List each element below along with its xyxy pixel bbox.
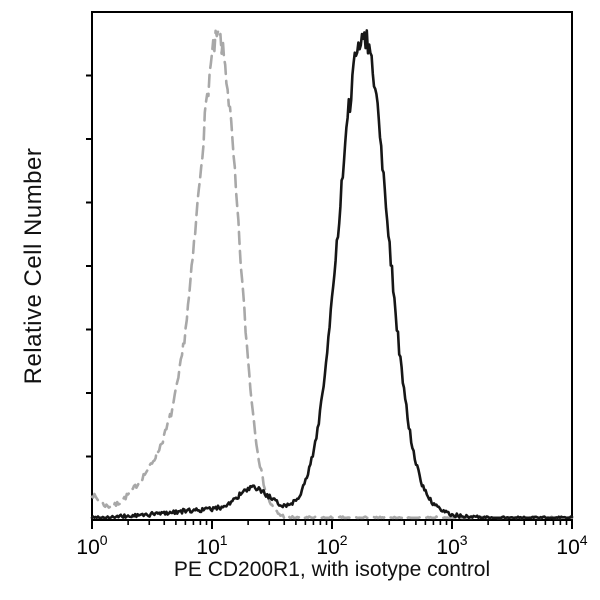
x-tick-label: 101 — [196, 532, 227, 559]
x-tick-label: 103 — [436, 532, 467, 559]
histogram-curve-solid — [90, 29, 574, 520]
x-tick-label: 102 — [316, 532, 347, 559]
x-axis-label: PE CD200R1, with isotype control — [173, 558, 491, 581]
x-tick-label: 104 — [556, 532, 587, 559]
x-tick-label: 100 — [76, 532, 107, 559]
plot-frame — [91, 11, 573, 521]
histogram-curve-dashed — [90, 29, 574, 520]
y-axis-label: Relative Cell Number — [20, 147, 47, 385]
